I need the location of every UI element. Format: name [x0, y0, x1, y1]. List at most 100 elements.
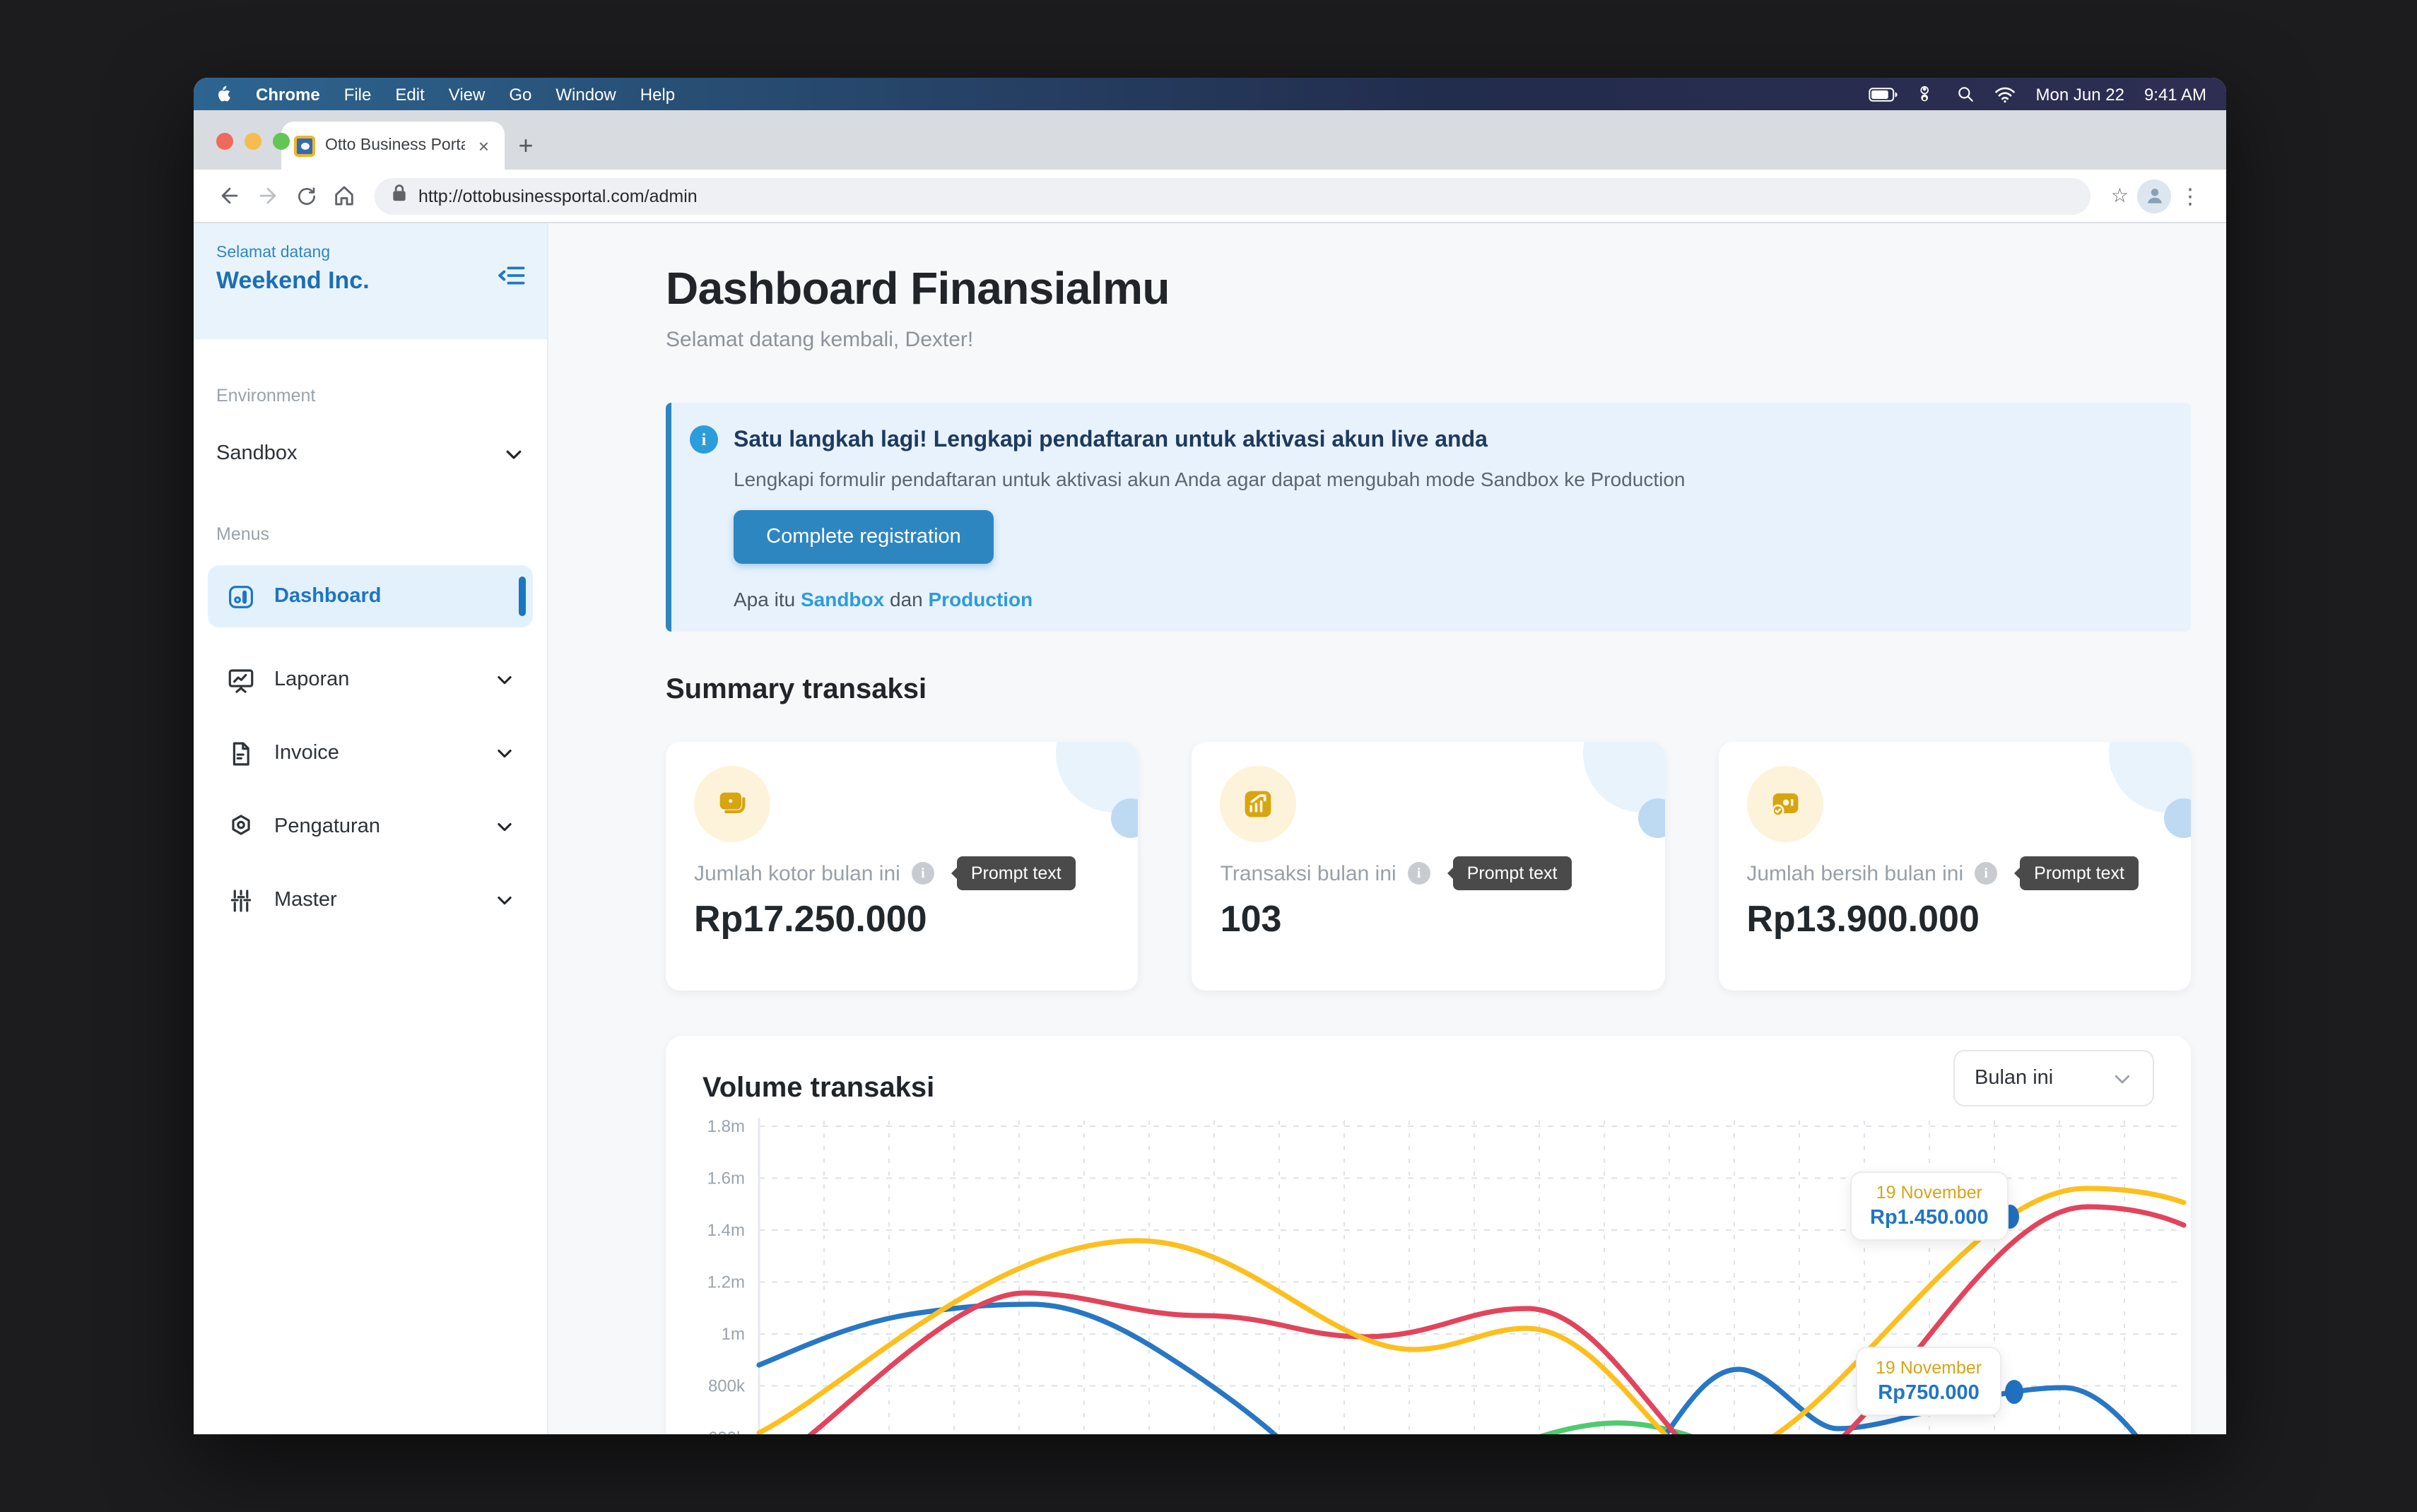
home-icon[interactable] — [325, 177, 363, 215]
sidebar-item-label: Invoice — [274, 742, 339, 764]
card-label: Transaksi bulan ini — [1220, 861, 1396, 885]
card-label: Jumlah kotor bulan ini — [694, 861, 900, 885]
cash-icon — [694, 766, 770, 842]
environment-label: Environment — [216, 386, 316, 406]
url-text: http://ottobusinessportal.com/admin — [418, 186, 698, 206]
tab-close-icon[interactable]: × — [478, 135, 489, 156]
info-icon[interactable]: i — [1407, 862, 1430, 885]
sidebar-item-master[interactable]: Master — [208, 869, 533, 931]
battery-icon[interactable] — [1869, 87, 1899, 101]
sidebar-item-dashboard[interactable]: Dashboard — [208, 565, 533, 627]
back-icon[interactable] — [211, 177, 249, 215]
series-green — [1539, 1420, 1693, 1434]
sidebar-welcome-label: Selamat datang — [216, 244, 331, 261]
summary-card-count: Transaksi bulan ini i Prompt text 103 — [1192, 742, 1665, 991]
sidebar-item-laporan[interactable]: Laporan — [208, 649, 533, 711]
forward-icon[interactable] — [249, 177, 287, 215]
tab-title: Otto Business Portal — [325, 137, 466, 154]
menubar-time[interactable]: 9:41 AM — [2143, 84, 2206, 104]
new-tab-button[interactable]: + — [518, 131, 534, 159]
close-window-button[interactable] — [216, 133, 233, 150]
profile-avatar[interactable] — [2137, 179, 2171, 213]
series-red — [807, 1204, 2187, 1434]
volume-chart-card: Volume transaksi Bulan ini — [666, 1036, 2191, 1434]
page-title: Dashboard Finansialmu — [666, 263, 1170, 314]
browser-toolbar: http://ottobusinessportal.com/admin ☆ ⋮ — [194, 170, 2226, 223]
chevron-down-icon — [2115, 1074, 2130, 1083]
active-indicator — [519, 577, 526, 616]
sidebar-item-pengaturan[interactable]: Pengaturan — [208, 796, 533, 858]
banner-footer: Apa itu Sandbox dan Production — [734, 588, 1033, 610]
browser-tab[interactable]: Otto Business Portal × — [281, 122, 505, 170]
wallet-check-icon — [1746, 766, 1823, 842]
card-value: 103 — [1220, 897, 1282, 940]
sandbox-link[interactable]: Sandbox — [800, 588, 885, 610]
sidebar-item-invoice[interactable]: Invoice — [208, 722, 533, 784]
tooltip-value: Rp1.450.000 — [1870, 1207, 1989, 1229]
tab-strip: Otto Business Portal × + — [194, 110, 2226, 170]
search-icon[interactable] — [1957, 85, 1975, 103]
production-link[interactable]: Production — [928, 588, 1033, 610]
sidebar-item-label: Laporan — [274, 668, 350, 691]
chevron-down-icon — [498, 896, 512, 905]
url-bar[interactable]: http://ottobusinessportal.com/admin — [375, 177, 2091, 214]
menubar-date[interactable]: Mon Jun 22 — [2035, 84, 2124, 104]
sidebar-company-name: Weekend Inc. — [216, 267, 370, 294]
chart-tooltip-2: 19 November Rp750.000 — [1856, 1347, 2002, 1416]
marker-dot-blue — [2005, 1380, 2023, 1404]
summary-heading: Summary transaksi — [666, 674, 927, 705]
banner-footer-middle: dan — [890, 588, 923, 610]
report-icon — [228, 668, 254, 692]
environment-selector[interactable]: Sandbox — [216, 442, 524, 465]
sliders-icon — [230, 889, 252, 911]
chevron-down-icon — [498, 822, 512, 832]
menubar-item-go[interactable]: Go — [509, 84, 532, 104]
dashboard-icon — [229, 585, 253, 608]
info-icon[interactable]: i — [1975, 862, 1998, 885]
tooltip-value: Rp750.000 — [1878, 1382, 1980, 1405]
ytick: 600k — [708, 1429, 746, 1434]
sidebar-item-label: Dashboard — [274, 585, 382, 608]
sidebar-item-label: Master — [274, 889, 337, 911]
browser-menu-icon[interactable]: ⋮ — [2180, 184, 2201, 208]
bookmark-star-icon[interactable]: ☆ — [2110, 184, 2129, 206]
sidebar-item-label: Pengaturan — [274, 815, 380, 838]
banner-body: Lengkapi formulir pendaftaran untuk akti… — [734, 468, 1686, 490]
sidebar: Selamat datang Weekend Inc. Environment … — [194, 223, 548, 1434]
minimize-window-button[interactable] — [245, 133, 261, 150]
period-filter-value: Bulan ini — [1975, 1067, 2054, 1089]
prompt-tooltip: Prompt text — [951, 856, 1076, 890]
lock-icon[interactable] — [392, 183, 407, 208]
card-label: Jumlah bersih bulan ini — [1746, 861, 1964, 885]
ytick: 1.2m — [707, 1273, 745, 1292]
chart-up-icon — [1220, 766, 1297, 842]
apple-icon[interactable] — [213, 83, 232, 105]
info-icon: i — [690, 425, 718, 454]
menubar-item-edit[interactable]: Edit — [395, 84, 425, 104]
display-toggles-icon[interactable] — [1919, 85, 1937, 103]
ytick: 800k — [708, 1377, 746, 1396]
menus-label: Menus — [216, 524, 270, 544]
menubar-item-help[interactable]: Help — [640, 84, 676, 104]
decoration-circle — [1111, 798, 1139, 838]
menubar-item-window[interactable]: Window — [555, 84, 616, 104]
prompt-tooltip: Prompt text — [1447, 856, 1572, 890]
period-filter-dropdown[interactable]: Bulan ini — [1953, 1050, 2154, 1106]
tooltip-date: 19 November — [1876, 1183, 1982, 1203]
chevron-down-icon — [498, 749, 512, 758]
registration-banner: i Satu langkah lagi! Lengkapi pendaftara… — [666, 403, 2191, 632]
menubar-item-chrome[interactable]: Chrome — [256, 84, 320, 104]
zoom-window-button[interactable] — [273, 133, 290, 150]
reload-icon[interactable] — [287, 177, 325, 215]
chevron-down-icon — [506, 449, 522, 459]
sidebar-collapse-icon[interactable] — [496, 260, 527, 298]
menubar-item-file[interactable]: File — [343, 84, 372, 104]
wifi-icon[interactable] — [1995, 85, 2016, 102]
complete-registration-button[interactable]: Complete registration — [734, 510, 994, 564]
menubar-item-view[interactable]: View — [448, 84, 486, 104]
otto-favicon — [294, 135, 315, 156]
window-controls — [216, 133, 290, 150]
info-icon[interactable]: i — [911, 862, 934, 885]
banner-footer-prefix: Apa itu — [734, 588, 796, 610]
ytick: 1m — [722, 1325, 745, 1344]
